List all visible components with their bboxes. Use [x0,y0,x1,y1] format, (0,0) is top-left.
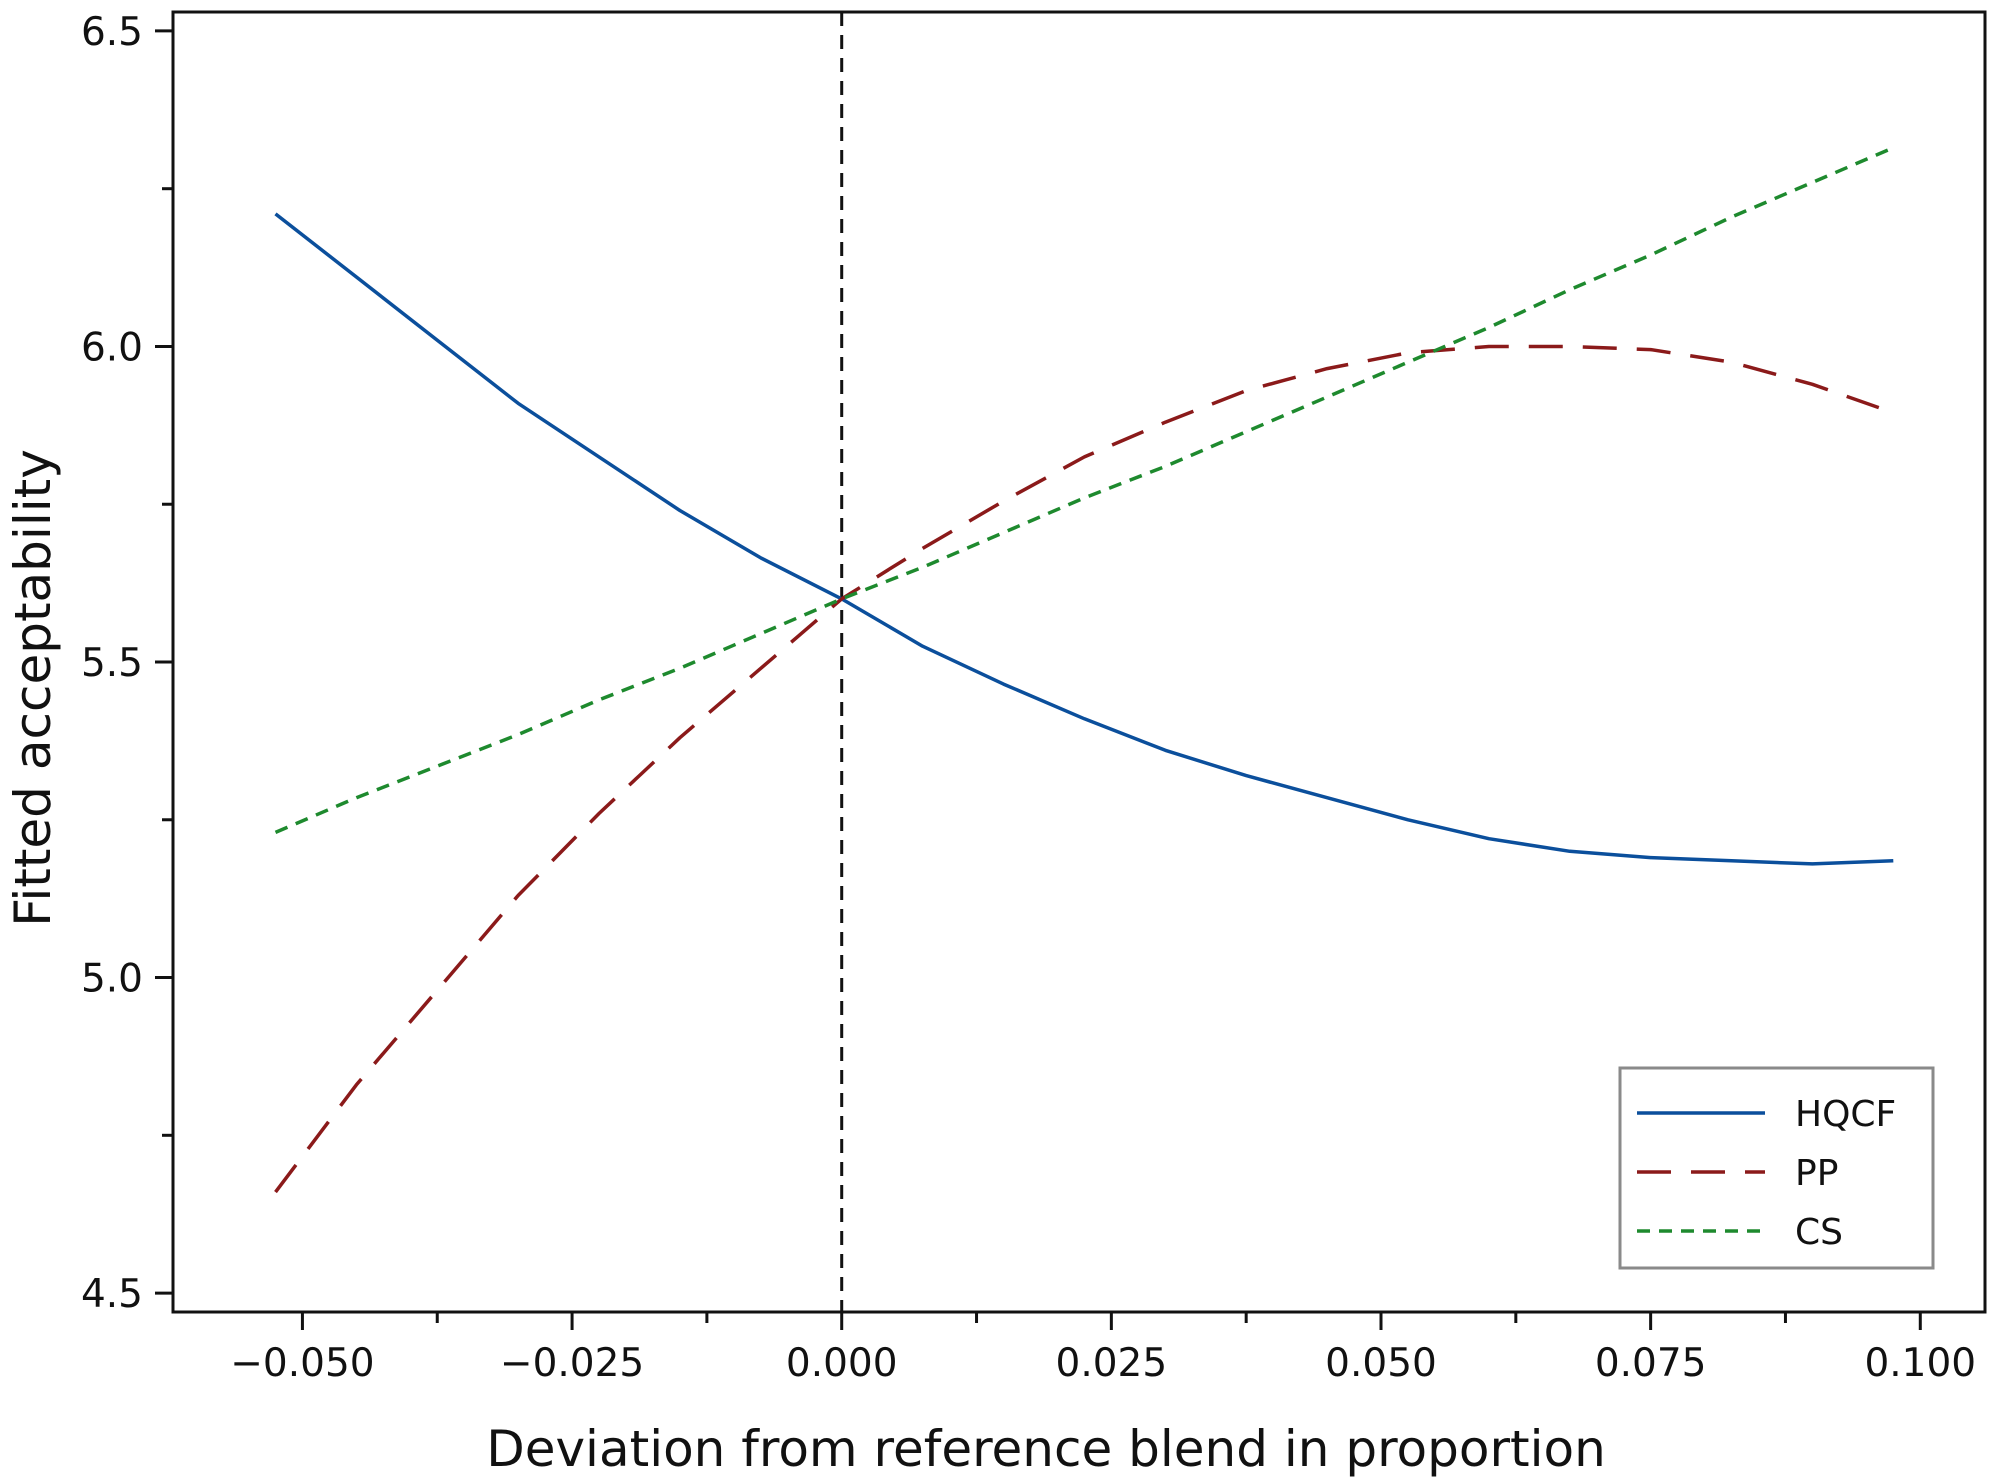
x-tick-label: 0.100 [1864,1341,1976,1386]
y-tick-label: 5.0 [81,957,143,1002]
series-line-pp [274,344,1894,1194]
legend: HQCF PP CS [1618,1066,1935,1270]
x-tick-label: 0.050 [1325,1341,1437,1386]
y-tick-label: 6.5 [81,10,143,55]
x-tick-label: −0.025 [500,1341,644,1386]
series-line-cs [274,146,1894,835]
legend-label-cs: CS [1795,1212,1843,1253]
y-axis-title: Fitted acceptability [4,449,62,927]
y-axis: 4.5 5.0 5.5 6.0 6.5 [81,10,173,1317]
series-layer [274,146,1894,1194]
legend-box [1618,1066,1935,1270]
x-tick-label: −0.050 [230,1341,374,1386]
series-line-hqcf [274,212,1894,866]
y-tick-label: 4.5 [81,1272,143,1317]
y-tick-label: 6.0 [81,325,143,370]
legend-label-hqcf: HQCF [1795,1094,1896,1135]
legend-label-pp: PP [1795,1153,1838,1194]
x-tick-label: 0.025 [1056,1341,1168,1386]
x-tick-label: 0.000 [786,1341,898,1386]
x-axis-title: Deviation from reference blend in propor… [486,1420,1606,1478]
x-tick-label: 0.075 [1595,1341,1707,1386]
x-axis: −0.050 −0.025 0.000 0.025 0.050 0.075 0.100 [230,1312,1976,1386]
y-tick-label: 5.5 [81,641,143,686]
